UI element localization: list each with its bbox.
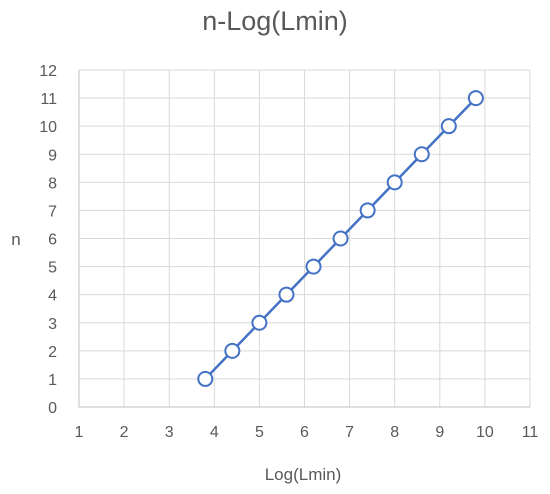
x-tick-label: 10	[476, 424, 494, 441]
x-axis-title: Log(Lmin)	[265, 465, 342, 484]
y-tick-label: 11	[40, 91, 57, 108]
x-tick-label: 4	[210, 424, 219, 441]
grid	[79, 69, 531, 407]
axes	[78, 70, 530, 408]
data-point	[278, 286, 295, 303]
x-tick-label: 7	[345, 424, 354, 441]
y-tick-label: 4	[48, 288, 57, 305]
x-tick-label: 5	[255, 424, 264, 441]
y-tick-label: 7	[48, 203, 57, 220]
y-tick-label: 5	[48, 260, 57, 277]
x-tick-label: 11	[522, 424, 539, 441]
x-tick-label: 9	[435, 424, 444, 441]
data-point	[359, 202, 376, 219]
data-point	[224, 342, 241, 359]
y-tick-label: 10	[39, 119, 57, 136]
y-tick-label: 1	[48, 372, 57, 389]
y-tick-label: 9	[48, 147, 57, 164]
x-tick-label: 1	[75, 424, 84, 441]
data-point	[386, 174, 403, 191]
y-axis-title: n	[11, 230, 20, 249]
data-point	[251, 314, 268, 331]
y-tick-label: 3	[48, 316, 57, 333]
x-tick-label: 6	[300, 424, 309, 441]
y-tick-label: 8	[48, 175, 57, 192]
data-point	[467, 90, 484, 107]
x-tick-labels: 1 2 3 4 5 6 7 8 9 10 11	[75, 424, 539, 441]
data-point	[305, 258, 322, 275]
x-tick-label: 2	[120, 424, 129, 441]
data-point	[413, 146, 430, 163]
data-point	[440, 118, 457, 135]
chart-title: n-Log(Lmin)	[202, 6, 348, 36]
data-point	[197, 370, 214, 387]
data-point	[332, 230, 349, 247]
y-tick-label: 0	[48, 400, 57, 417]
series-group	[197, 90, 484, 387]
x-tick-label: 8	[390, 424, 399, 441]
x-tick-label: 3	[165, 424, 174, 441]
y-tick-label: 6	[48, 232, 57, 249]
y-tick-label: 12	[39, 63, 57, 80]
y-tick-label: 2	[48, 344, 57, 361]
